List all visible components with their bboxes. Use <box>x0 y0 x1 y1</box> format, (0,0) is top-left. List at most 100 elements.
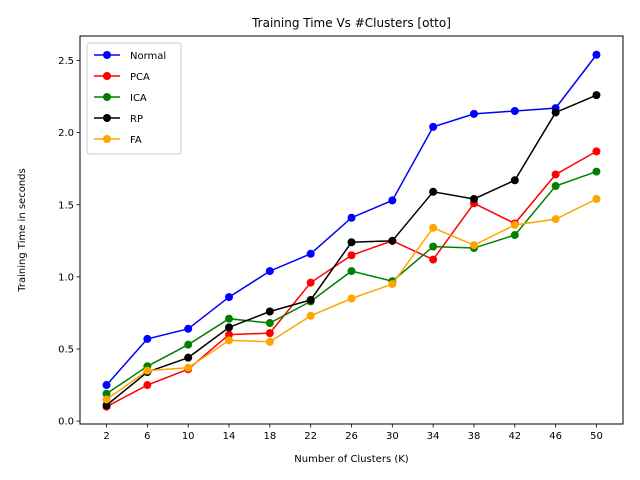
data-point <box>551 182 560 191</box>
legend-label: ICA <box>130 93 147 104</box>
data-point <box>306 311 315 320</box>
y-tick-label: 0.5 <box>58 344 74 355</box>
data-point <box>102 381 111 390</box>
data-point <box>102 401 111 410</box>
legend-label: FA <box>130 135 142 146</box>
data-point <box>510 176 519 185</box>
legend-marker <box>103 114 111 122</box>
x-axis-label: Number of Clusters (K) <box>294 454 409 465</box>
data-point <box>388 280 397 289</box>
series-ica <box>102 167 601 398</box>
legend-item: FA <box>94 135 142 146</box>
data-point <box>551 170 560 179</box>
data-point <box>429 242 438 251</box>
y-tick-label: 1.0 <box>58 272 74 283</box>
series-fa <box>102 194 601 404</box>
data-point <box>225 323 234 332</box>
legend-item: Normal <box>94 51 166 62</box>
data-point <box>592 147 601 156</box>
legend-label: RP <box>130 114 143 125</box>
y-tick-label: 1.5 <box>58 200 74 211</box>
legend: Normal PCA ICA RP FA <box>86 42 182 155</box>
x-tick-label: 2 <box>103 431 109 442</box>
legend-item: ICA <box>94 93 147 104</box>
data-point <box>592 50 601 59</box>
data-point <box>265 337 274 346</box>
y-axis-ticks: 0.0 0.5 1.0 1.5 2.0 2.5 <box>58 56 80 428</box>
x-axis-ticks: 2 6 10 14 18 22 26 30 34 38 42 46 50 <box>103 424 603 442</box>
data-point <box>347 213 356 222</box>
data-point <box>102 389 111 398</box>
data-point <box>592 91 601 100</box>
data-point <box>265 267 274 276</box>
data-point <box>469 109 478 118</box>
data-point <box>510 107 519 116</box>
data-point <box>551 108 560 117</box>
data-point <box>143 366 152 375</box>
series-layer <box>102 50 601 411</box>
legend-marker <box>103 135 111 143</box>
data-point <box>429 122 438 131</box>
data-point <box>265 307 274 316</box>
data-point <box>551 215 560 224</box>
data-point <box>184 363 193 372</box>
data-point <box>347 238 356 247</box>
data-point <box>102 395 111 404</box>
legend-item: PCA <box>94 72 150 83</box>
data-point <box>592 167 601 176</box>
data-point <box>143 334 152 343</box>
x-tick-label: 22 <box>304 431 317 442</box>
data-point <box>225 314 234 323</box>
y-tick-label: 2.5 <box>58 56 74 67</box>
series-pca <box>102 147 601 411</box>
y-axis-label: Training Time in seconds <box>17 168 28 292</box>
data-point <box>429 255 438 264</box>
data-point <box>429 187 438 196</box>
legend-marker <box>103 51 111 59</box>
legend-marker <box>103 93 111 101</box>
data-point <box>265 319 274 328</box>
data-point <box>184 353 193 362</box>
y-tick-label: 0.0 <box>58 417 74 428</box>
x-tick-label: 42 <box>508 431 521 442</box>
data-point <box>347 267 356 276</box>
data-point <box>265 329 274 338</box>
data-point <box>469 241 478 250</box>
series-rp <box>102 91 601 410</box>
x-tick-label: 14 <box>223 431 236 442</box>
chart-title: Training Time Vs #Clusters [otto] <box>251 16 451 30</box>
x-tick-label: 30 <box>386 431 399 442</box>
x-tick-label: 34 <box>427 431 440 442</box>
data-point <box>306 249 315 258</box>
legend-label: PCA <box>130 72 150 83</box>
data-point <box>347 251 356 260</box>
x-tick-label: 38 <box>468 431 481 442</box>
legend-marker <box>103 72 111 80</box>
data-point <box>184 340 193 349</box>
x-tick-label: 18 <box>263 431 276 442</box>
data-point <box>184 324 193 333</box>
series-normal <box>102 50 601 390</box>
x-tick-label: 26 <box>345 431 358 442</box>
data-point <box>429 223 438 232</box>
x-tick-label: 10 <box>182 431 195 442</box>
data-point <box>225 330 234 339</box>
y-tick-label: 2.0 <box>58 128 74 139</box>
data-point <box>225 336 234 345</box>
x-tick-label: 50 <box>590 431 603 442</box>
legend-frame <box>86 42 182 155</box>
legend-label: Normal <box>130 51 166 62</box>
data-point <box>510 220 519 229</box>
data-point <box>510 231 519 240</box>
data-point <box>225 293 234 302</box>
data-point <box>388 196 397 205</box>
data-point <box>306 278 315 287</box>
data-point <box>592 194 601 203</box>
legend-item: RP <box>94 114 143 125</box>
data-point <box>306 295 315 304</box>
data-point <box>143 381 152 390</box>
x-tick-label: 46 <box>549 431 562 442</box>
x-tick-label: 6 <box>144 431 150 442</box>
data-point <box>347 294 356 303</box>
